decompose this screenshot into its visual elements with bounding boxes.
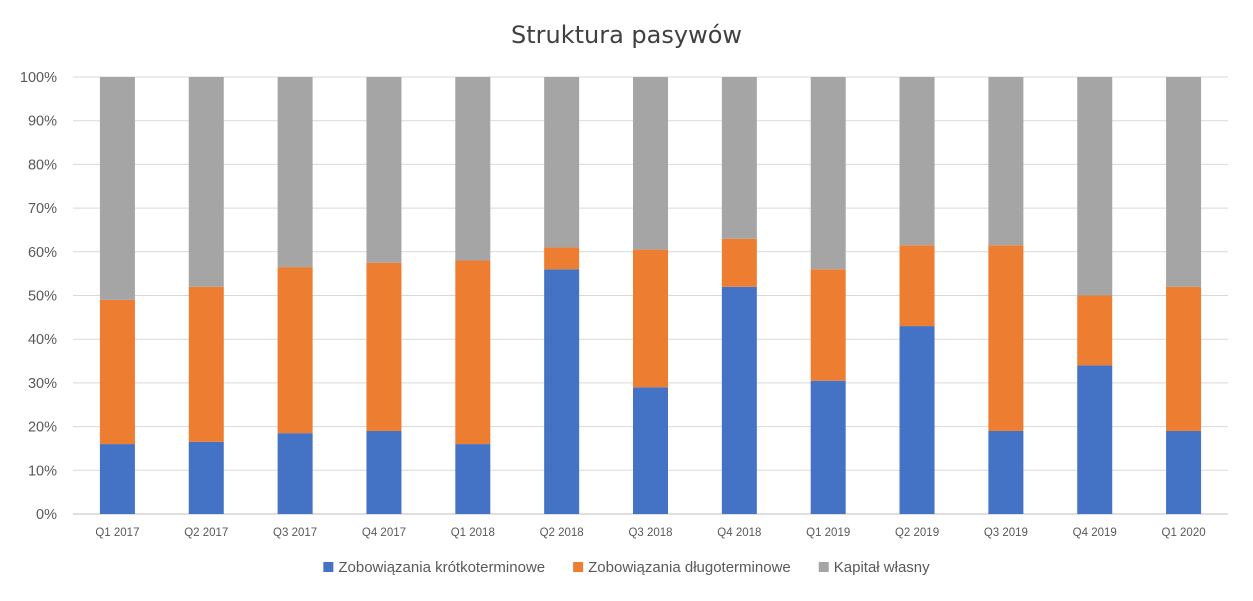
bar-segment xyxy=(544,77,580,248)
legend-item: Zobowiązania krótkoterminowe xyxy=(323,559,545,576)
y-tick-label: 90% xyxy=(28,114,57,130)
legend-label: Zobowiązania krótkoterminowe xyxy=(338,559,545,576)
bar-segment xyxy=(366,430,402,514)
bar-segment xyxy=(1077,365,1113,514)
bar-segment xyxy=(633,77,668,250)
bar-segment xyxy=(1166,77,1202,287)
bar-segment xyxy=(988,245,1024,431)
y-tick-label: 80% xyxy=(28,157,57,173)
y-tick-label: 100% xyxy=(20,70,57,86)
bar-segment xyxy=(721,238,757,287)
x-tick-label: Q4 2017 xyxy=(362,527,406,539)
chart-title: Struktura pasywów xyxy=(511,21,742,49)
x-axis-ticks: Q1 2017 Q2 2017 Q3 2017 Q4 2017 Q1 2018 Q2 20… xyxy=(95,527,1205,539)
y-tick-label: 20% xyxy=(28,420,57,436)
bar-segment xyxy=(366,262,402,431)
bar-segment xyxy=(188,77,224,287)
bar-segment xyxy=(988,430,1024,514)
bar-segment xyxy=(99,77,135,300)
y-tick-label: 70% xyxy=(28,201,57,217)
legend-item: Kapitał własny xyxy=(818,559,930,576)
bar-segment xyxy=(1077,295,1113,366)
legend-swatch xyxy=(323,562,334,572)
legend-swatch xyxy=(573,562,584,572)
bar-segment xyxy=(277,77,313,268)
y-tick-label: 60% xyxy=(28,245,57,261)
bar-segment xyxy=(277,267,313,434)
bar-segment xyxy=(899,245,935,327)
bar-segment xyxy=(455,77,491,261)
y-tick-label: 30% xyxy=(28,376,57,392)
x-tick-label: Q1 2019 xyxy=(806,527,850,539)
x-tick-label: Q1 2017 xyxy=(95,527,139,539)
legend: Zobowiązania krótkoterminowe Zobowiązania… xyxy=(323,559,930,576)
bar-segment xyxy=(455,444,491,514)
legend-label: Kapitał własny xyxy=(834,559,930,576)
bar-segment xyxy=(721,77,757,239)
bar-segment xyxy=(1077,77,1113,296)
bar-segment xyxy=(188,286,224,442)
bar-segment xyxy=(455,260,491,445)
bar-segment xyxy=(633,387,668,514)
x-tick-label: Q3 2019 xyxy=(984,527,1028,539)
x-tick-label: Q1 2018 xyxy=(451,527,495,539)
bar-segment xyxy=(810,77,846,270)
y-tick-label: 50% xyxy=(28,289,57,305)
bar-segment xyxy=(810,380,846,514)
bars xyxy=(99,77,1202,514)
x-tick-label: Q3 2018 xyxy=(628,527,672,539)
y-tick-label: 0% xyxy=(36,507,57,523)
bar-segment xyxy=(188,441,224,514)
bar-segment xyxy=(988,77,1024,246)
bar-segment xyxy=(1166,430,1202,514)
legend-item: Zobowiązania długoterminowe xyxy=(573,559,791,576)
bar-segment xyxy=(899,326,935,514)
bar-segment xyxy=(810,269,846,381)
legend-label: Zobowiązania długoterminowe xyxy=(588,559,791,576)
x-tick-label: Q1 2020 xyxy=(1162,527,1206,539)
y-tick-label: 40% xyxy=(28,332,57,348)
bar-segment xyxy=(544,269,580,514)
bar-segment xyxy=(277,433,313,514)
legend-swatch xyxy=(818,562,829,572)
x-tick-label: Q4 2018 xyxy=(717,527,761,539)
x-tick-label: Q2 2017 xyxy=(184,527,228,539)
x-tick-label: Q2 2019 xyxy=(895,527,939,539)
y-tick-label: 10% xyxy=(28,463,57,479)
bar-segment xyxy=(366,77,402,263)
bar-segment xyxy=(1166,286,1202,431)
x-tick-label: Q3 2017 xyxy=(273,527,317,539)
bar-segment xyxy=(633,249,668,388)
bar-segment xyxy=(899,77,935,246)
bar-segment xyxy=(99,444,135,514)
x-tick-label: Q2 2018 xyxy=(540,527,584,539)
bar-segment xyxy=(721,286,757,514)
bar-segment xyxy=(544,247,580,270)
bar-segment xyxy=(99,299,135,445)
y-axis-ticks: 0% 10% 20% 30% 40% 50% 60% 70% 80% 90% 100% xyxy=(20,70,57,523)
x-tick-label: Q4 2019 xyxy=(1073,527,1117,539)
